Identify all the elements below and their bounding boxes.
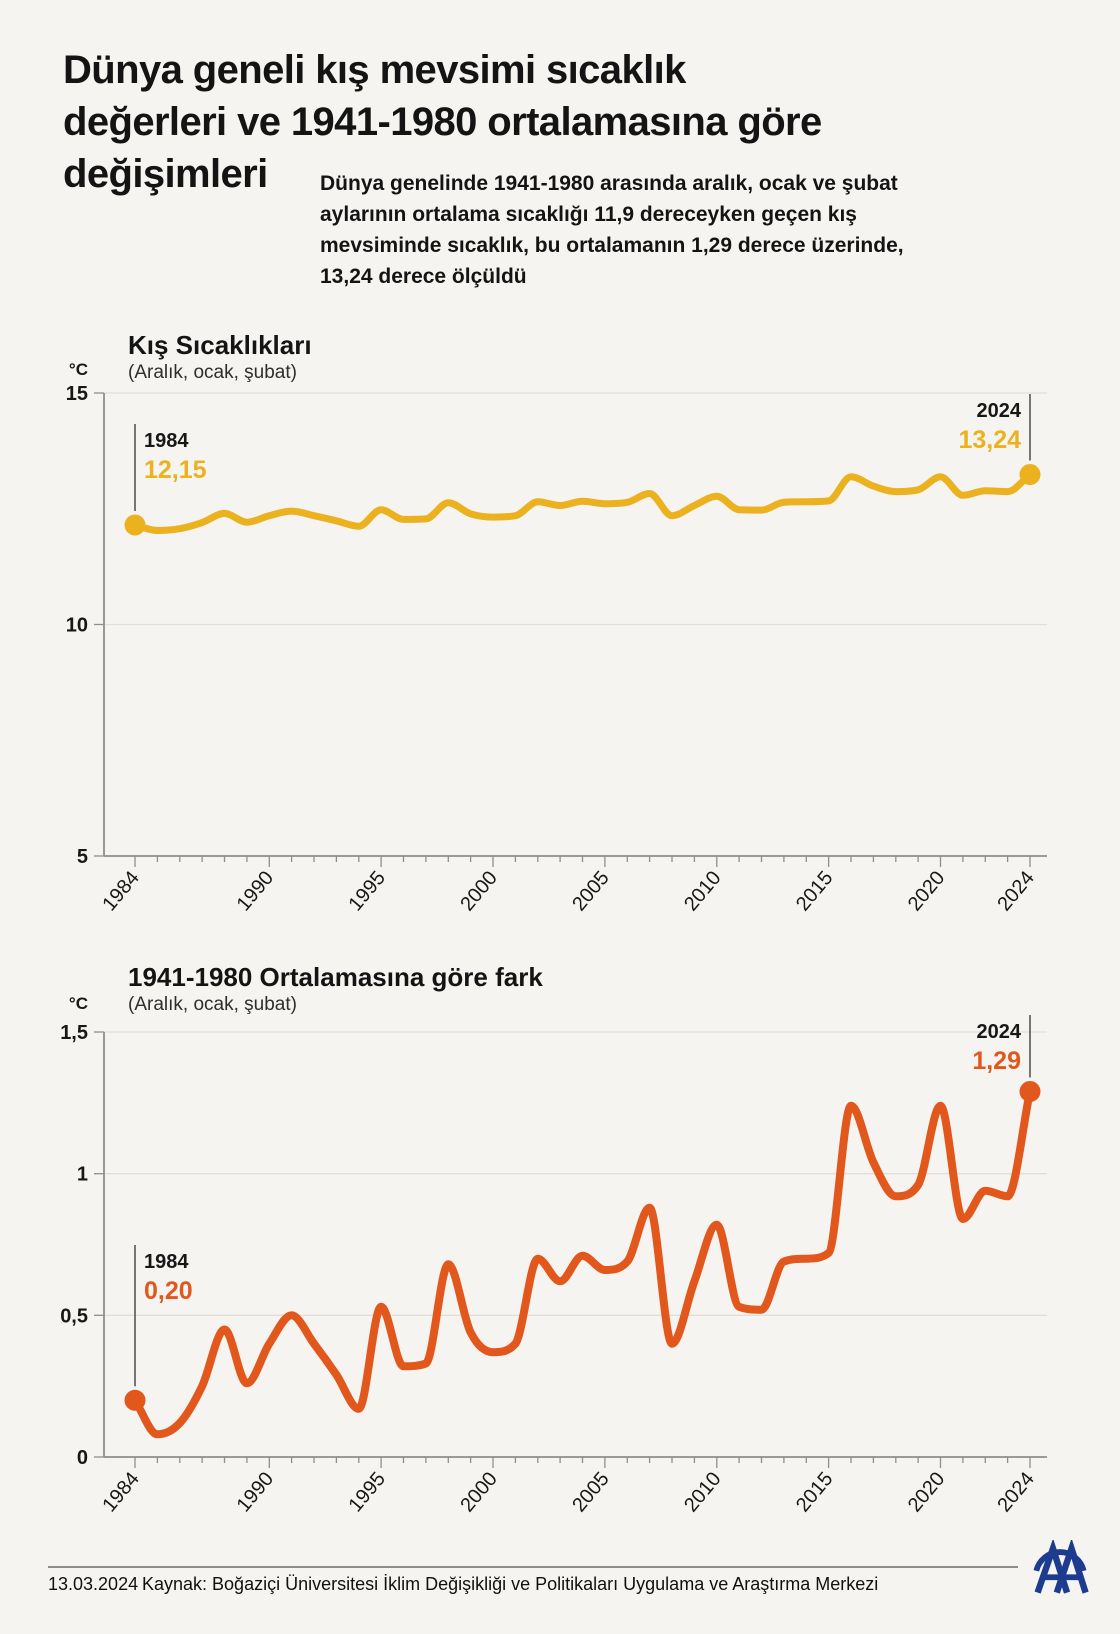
annotation-year: 2024	[977, 1021, 1022, 1043]
series-line	[131, 471, 1034, 534]
annotation-year: 1984	[144, 430, 189, 452]
annotation-year: 1984	[144, 1251, 189, 1273]
x-axis-label: 2020	[904, 867, 949, 915]
footer-date: 13.03.2024	[48, 1574, 139, 1594]
page-title-line-3: değişimleri	[63, 152, 268, 196]
x-axis-label: 1990	[233, 1468, 278, 1516]
x-axis-label: 2010	[680, 1468, 725, 1516]
x-axis-label: 2024	[993, 867, 1038, 915]
x-axis-label: 1995	[344, 867, 389, 915]
top-chart: 15 10 5 1984 1990 1995 2000 2005 2010 2015 2020 202…	[66, 383, 1047, 915]
y-axis-label: 10	[66, 615, 88, 637]
x-axis-label: 2005	[568, 1468, 613, 1516]
x-axis-label: 2020	[904, 1468, 949, 1516]
series-line	[131, 1087, 1034, 1439]
endpoint-dot	[124, 514, 146, 536]
x-axis-label: 2015	[792, 867, 837, 915]
x-axis-label: 1984	[98, 867, 143, 915]
x-axis-label: 1984	[98, 1468, 143, 1516]
y-axis-label: 15	[66, 383, 88, 405]
x-axis-label: 2005	[568, 867, 613, 915]
y-axis-label: 1	[77, 1164, 88, 1186]
page-title-line-2: değerleri ve 1941-1980 ortalamasına göre	[63, 100, 822, 144]
bottom-chart-unit-label: °C	[68, 994, 88, 1013]
x-axis-label: 2024	[993, 1468, 1038, 1516]
footer-source: Kaynak: Boğaziçi Üniversitesi İklim Deği…	[142, 1574, 879, 1594]
page-title: Dünya geneli kış mevsimi sıcaklık değerl…	[63, 44, 1003, 200]
endpoint-dot	[124, 1389, 146, 1411]
y-axis-label: 1,5	[60, 1022, 88, 1044]
bottom-chart: 1,5 1 0,5 0 1984 1990 1995 2000 2005 2010 2015 2020…	[60, 1015, 1047, 1516]
footer-divider	[48, 1566, 1018, 1568]
x-axis-label: 1995	[344, 1468, 389, 1516]
bottom-chart-subtitle: (Aralık, ocak, şubat)	[128, 994, 297, 1015]
x-axis-label: 2000	[456, 1468, 501, 1516]
x-axis-label: 1990	[233, 867, 278, 915]
top-chart-unit-label: °C	[68, 360, 88, 379]
y-axis-label: 0	[77, 1447, 88, 1469]
annotation-value: 13,24	[958, 426, 1021, 454]
annotation-value: 0,20	[144, 1277, 193, 1305]
aa-logo	[1033, 1540, 1089, 1594]
endpoint-dot	[1019, 464, 1041, 485]
annotation-value: 1,29	[972, 1047, 1021, 1075]
annotation-year: 2024	[977, 400, 1022, 422]
y-axis-label: 5	[77, 846, 88, 868]
annotation-value: 12,15	[144, 456, 207, 484]
y-axis-label: 0,5	[60, 1305, 88, 1327]
x-axis-label: 2015	[792, 1468, 837, 1516]
top-chart-title: Kış Sıcaklıkları	[128, 330, 312, 360]
bottom-chart-title: 1941-1980 Ortalamasına göre fark	[128, 962, 543, 992]
intro-text: Dünya genelinde 1941-1980 arasında aralı…	[320, 172, 904, 288]
x-axis-label: 2000	[456, 867, 501, 915]
aa-logo-glyph	[1033, 1540, 1089, 1594]
page-title-line-1: Dünya geneli kış mevsimi sıcaklık	[63, 48, 686, 92]
x-axis-label: 2010	[680, 867, 725, 915]
endpoint-dot	[1019, 1081, 1041, 1102]
top-chart-subtitle: (Aralık, ocak, şubat)	[128, 362, 297, 383]
